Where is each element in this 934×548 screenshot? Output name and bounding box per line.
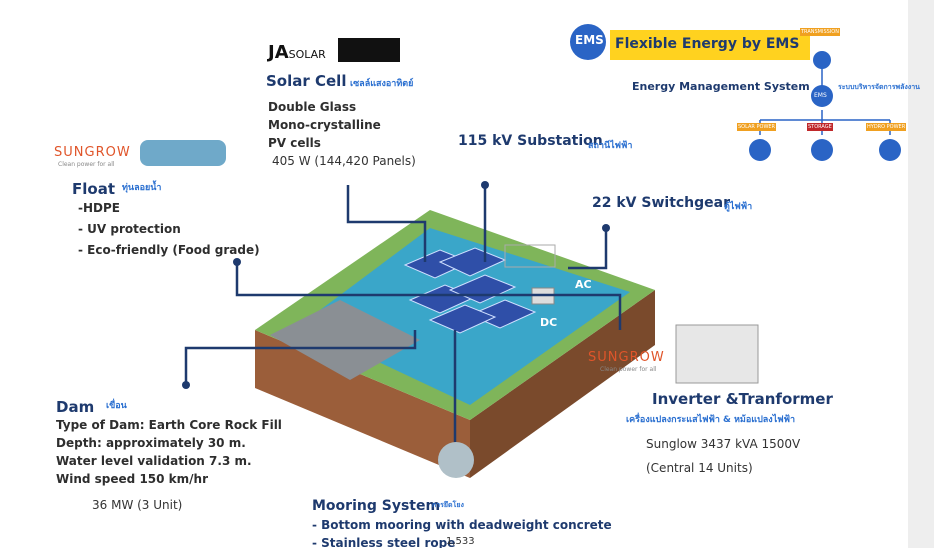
title: Solar Cell bbox=[266, 72, 346, 90]
subtitle-th: ระบบบริหารจัดการพลังงาน bbox=[838, 82, 920, 93]
brand: SUNGROW bbox=[588, 350, 665, 365]
title-th: ตู้ไฟฟ้า bbox=[724, 199, 752, 213]
item: Sunglow 3437 kVA 1500V bbox=[646, 432, 800, 456]
extra: 1,533 bbox=[446, 536, 475, 547]
ac-label: AC bbox=[575, 278, 592, 291]
item: Type of Dam: Earth Core Rock Fill bbox=[56, 416, 282, 434]
dc-label: DC bbox=[540, 316, 557, 329]
tagline: Clean power for all bbox=[600, 366, 657, 373]
tree-top: TRANSMISSION bbox=[800, 28, 840, 36]
title: Flexible Energy by EMS bbox=[615, 36, 799, 52]
title: Dam bbox=[56, 398, 94, 416]
item: Water level validation 7.3 m. bbox=[56, 452, 282, 470]
spec: 36 MW (3 Unit) bbox=[92, 498, 182, 512]
tree-node: STORAGE bbox=[807, 123, 833, 131]
title-th: ทุ่นลอยน้ำ bbox=[122, 180, 162, 194]
item: PV cells bbox=[268, 134, 381, 152]
item: -HDPE bbox=[78, 198, 260, 219]
title-th: เครื่องแปลงกระแสไฟฟ้า & หม้อแปลงไฟฟ้า bbox=[626, 412, 795, 426]
title-th: เซลล์แสงอาทิตย์ bbox=[350, 76, 413, 90]
infographic: JASOLAR Solar Cell เซลล์แสงอาทิตย์ Doubl… bbox=[0, 0, 934, 548]
item: Depth: approximately 30 m. bbox=[56, 434, 282, 452]
item: Double Glass bbox=[268, 98, 381, 116]
item: Wind speed 150 km/hr bbox=[56, 470, 282, 488]
item: (Central 14 Units) bbox=[646, 456, 800, 480]
mooring-icon bbox=[438, 442, 474, 478]
item: Mono-crystalline bbox=[268, 116, 381, 134]
item: - UV protection bbox=[78, 219, 260, 240]
subtitle: Energy Management System bbox=[632, 80, 810, 93]
title-th: การยึดโยง bbox=[432, 500, 464, 511]
title: 115 kV Substation bbox=[458, 133, 603, 149]
title-th: สถานีไฟฟ้า bbox=[588, 138, 632, 152]
item: - Bottom mooring with deadweight concret… bbox=[312, 516, 612, 534]
panel-image bbox=[338, 38, 400, 62]
tagline: Clean power for all bbox=[58, 161, 115, 168]
title: Mooring System bbox=[312, 498, 440, 514]
brand-a: JA bbox=[268, 42, 289, 63]
brand-b: SOLAR bbox=[289, 48, 326, 61]
list: -HDPE- UV protection- Eco-friendly (Food… bbox=[78, 198, 260, 261]
list: Sunglow 3437 kVA 1500V(Central 14 Units) bbox=[646, 432, 800, 480]
tree-center-label: EMS bbox=[814, 92, 827, 99]
badge: EMS bbox=[575, 33, 604, 47]
title: Float bbox=[72, 180, 115, 198]
title-th: เขื่อน bbox=[106, 398, 127, 412]
float-image bbox=[140, 140, 226, 166]
brand: JASOLAR bbox=[268, 42, 326, 63]
tree-node: SOLAR POWER bbox=[737, 123, 776, 131]
spec: 405 W (144,420 Panels) bbox=[272, 154, 416, 168]
title: 22 kV Switchgear bbox=[592, 195, 730, 211]
brand: SUNGROW bbox=[54, 145, 131, 160]
title: Inverter &Tranformer bbox=[652, 390, 833, 408]
item: - Eco-friendly (Food grade) bbox=[78, 240, 260, 261]
inverter-image bbox=[676, 325, 758, 383]
tree-node: HYDRO POWER bbox=[866, 123, 906, 131]
